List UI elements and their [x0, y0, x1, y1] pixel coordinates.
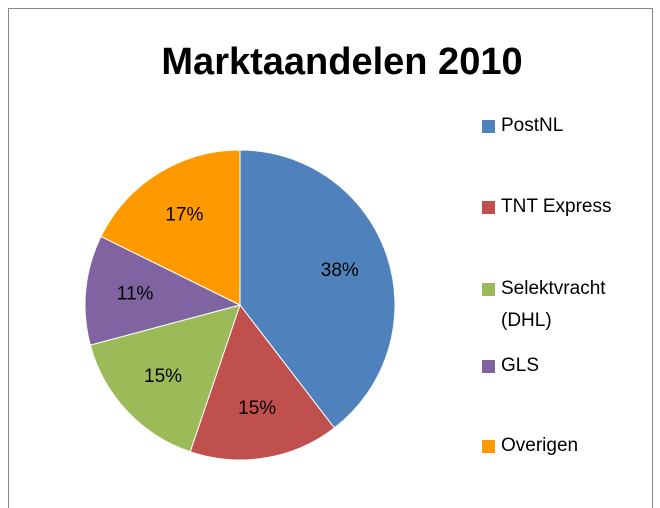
legend-swatch	[482, 120, 495, 133]
legend-label: Overigen	[501, 435, 579, 456]
legend-label: Selektvracht (DHL)	[501, 278, 606, 331]
legend-swatch	[482, 201, 495, 214]
data-label: 15%	[144, 366, 182, 387]
legend-label: TNT Express	[501, 196, 612, 217]
legend-item: Overigen	[482, 430, 641, 462]
legend-item: Selektvracht (DHL)	[482, 273, 641, 337]
legend-item: PostNL	[482, 110, 641, 142]
data-label: 17%	[165, 205, 203, 226]
legend-item: GLS	[482, 350, 641, 382]
chart-border	[8, 8, 653, 508]
legend-label: GLS	[501, 355, 540, 376]
data-label: 38%	[321, 260, 359, 281]
legend-swatch	[482, 440, 495, 453]
pie-slice	[84, 235, 242, 346]
legend-swatch	[482, 283, 495, 296]
legend-label: PostNL	[501, 115, 564, 136]
pie-slice	[189, 303, 336, 461]
data-label: 11%	[117, 284, 154, 305]
pie-slice	[239, 149, 396, 429]
data-label: 15%	[238, 398, 276, 419]
pie-slice	[100, 149, 241, 306]
legend-item: TNT Express	[482, 191, 641, 223]
chart-title: Marktaandelen 2010	[161, 41, 522, 83]
pie-slice	[89, 304, 241, 453]
legend-swatch	[482, 360, 495, 373]
